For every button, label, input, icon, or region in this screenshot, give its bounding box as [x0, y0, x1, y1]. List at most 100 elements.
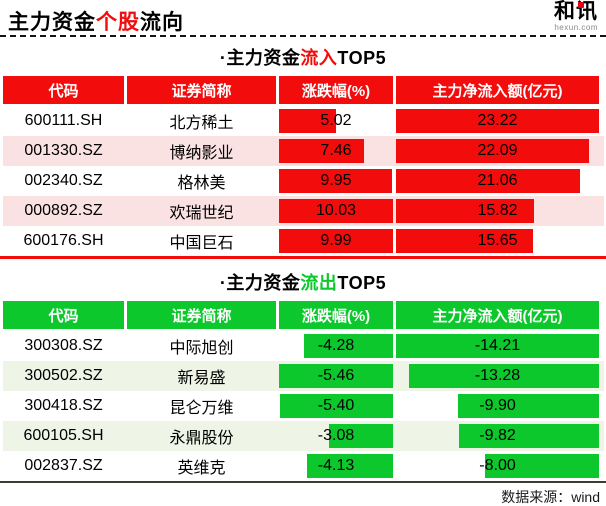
change-percent: 9.95	[279, 166, 393, 196]
stock-code: 300502.SZ	[3, 361, 124, 391]
change-percent: -4.28	[279, 331, 393, 361]
change-percent-label: 9.99	[320, 232, 352, 249]
net-inflow-amount-label: -14.21	[474, 337, 521, 354]
net-inflow-amount: 15.82	[396, 196, 599, 226]
stock-name-label: 昆仑万维	[169, 400, 234, 417]
table-row: 600105.SH 永鼎股份 -3.08 -9.82	[3, 421, 604, 451]
page-title-part3: 流向	[140, 11, 184, 34]
value-bar	[409, 364, 599, 388]
change-percent-label: -5.40	[317, 397, 355, 414]
stock-code: 600111.SH	[3, 106, 124, 136]
table-row: 300308.SZ 中际旭创 -4.28 -14.21	[3, 331, 604, 361]
stock-name-label: 中际旭创	[169, 340, 234, 357]
stock-code: 001330.SZ	[3, 136, 124, 166]
value-bar	[279, 109, 336, 133]
change-percent: 7.46	[279, 136, 393, 166]
column-header: 主力净流入额(亿元)	[396, 301, 599, 329]
table-row: 600176.SH 中国巨石 9.99 15.65	[3, 226, 604, 256]
stock-code-label: 000892.SZ	[24, 202, 103, 219]
change-percent: -3.08	[279, 421, 393, 451]
net-inflow-amount: 21.06	[396, 166, 599, 196]
net-inflow-amount-label: 21.06	[477, 172, 518, 189]
stock-name: 中际旭创	[127, 331, 276, 361]
net-inflow-amount: 22.09	[396, 136, 599, 166]
hexun-logo-dot-icon	[578, 2, 584, 8]
value-bar	[280, 394, 393, 418]
value-bar	[279, 139, 364, 163]
change-percent: -5.46	[279, 361, 393, 391]
stock-name: 格林美	[127, 166, 276, 196]
table-header-row: 代码 证券简称 涨跌幅(%) 主力净流入额(亿元)	[3, 76, 604, 104]
change-percent-label: -3.08	[317, 427, 355, 444]
net-inflow-amount-label: -13.28	[474, 367, 521, 384]
change-percent-label: -5.46	[317, 367, 355, 384]
net-inflow-amount: 15.65	[396, 226, 599, 256]
divider-red	[0, 256, 606, 259]
outflow-title-highlight: 流出	[300, 273, 338, 293]
stock-code-label: 600176.SH	[23, 232, 104, 249]
value-bar	[396, 139, 590, 163]
net-inflow-amount-label: -8.00	[479, 457, 516, 474]
change-percent: -5.40	[279, 391, 393, 421]
net-inflow-amount-label: 22.09	[477, 142, 518, 159]
net-inflow-amount: -8.00	[396, 451, 599, 481]
value-bar	[279, 199, 393, 223]
value-bar	[396, 109, 599, 133]
column-header: 主力净流入额(亿元)	[396, 76, 599, 104]
column-header: 代码	[3, 76, 124, 104]
table-outflow-top5: 代码 证券简称 涨跌幅(%) 主力净流入额(亿元) 300308.SZ 中际旭创 -4.2…	[3, 301, 604, 481]
net-inflow-amount: -14.21	[396, 331, 599, 361]
value-bar	[484, 454, 599, 478]
change-percent: 5.02	[279, 106, 393, 136]
stock-code-label: 300418.SZ	[24, 397, 103, 414]
value-bar	[279, 229, 393, 253]
table-body: 300308.SZ 中际旭创 -4.28 -14.21 300502.SZ 新易盛 -5.4…	[3, 331, 604, 481]
stock-name: 北方稀土	[127, 106, 276, 136]
value-bar	[306, 454, 393, 478]
stock-code-label: 001330.SZ	[24, 142, 103, 159]
stock-name: 新易盛	[127, 361, 276, 391]
net-inflow-amount-label: -9.82	[479, 427, 516, 444]
value-bar	[396, 169, 581, 193]
value-bar	[396, 199, 535, 223]
column-header: 代码	[3, 301, 124, 329]
stock-name: 中国巨石	[127, 226, 276, 256]
stock-code-label: 002837.SZ	[24, 457, 103, 474]
change-percent-label: 7.46	[320, 142, 352, 159]
stock-name-label: 欢瑞世纪	[169, 205, 234, 222]
change-percent: 9.99	[279, 226, 393, 256]
stock-code: 600176.SH	[3, 226, 124, 256]
value-bar	[396, 229, 533, 253]
hexun-logo: 和讯 hexun.com	[554, 1, 598, 33]
change-percent: -4.13	[279, 451, 393, 481]
stock-name: 博纳影业	[127, 136, 276, 166]
table-header-row: 代码 证券简称 涨跌幅(%) 主力净流入额(亿元)	[3, 301, 604, 329]
stock-code: 300308.SZ	[3, 331, 124, 361]
stock-name: 英维克	[127, 451, 276, 481]
net-inflow-amount-label: -9.90	[479, 397, 516, 414]
change-percent-label: 5.02	[320, 112, 352, 129]
stock-name-label: 英维克	[177, 460, 226, 477]
stock-name: 永鼎股份	[127, 421, 276, 451]
value-bar	[396, 334, 599, 358]
page-title-part1: 主力资金	[8, 11, 96, 34]
column-header: 涨跌幅(%)	[279, 301, 393, 329]
stock-code-label: 600111.SH	[24, 112, 103, 129]
stock-code-label: 300308.SZ	[24, 337, 103, 354]
stock-name: 昆仑万维	[127, 391, 276, 421]
value-bar	[303, 334, 393, 358]
table-inflow-top5: 代码 证券简称 涨跌幅(%) 主力净流入额(亿元) 600111.SH 北方稀土 5.02…	[3, 76, 604, 256]
value-bar	[458, 424, 599, 448]
net-inflow-amount: -9.90	[396, 391, 599, 421]
change-percent-label: 10.03	[315, 202, 357, 219]
stock-code: 000892.SZ	[3, 196, 124, 226]
table-row: 600111.SH 北方稀土 5.02 23.22	[3, 106, 604, 136]
stock-code: 600105.SH	[3, 421, 124, 451]
stock-name-label: 博纳影业	[169, 145, 234, 162]
inflow-title-prefix: ·主力资金	[219, 48, 301, 68]
table-row: 002340.SZ 格林美 9.95 21.06	[3, 166, 604, 196]
inflow-title-suffix: TOP5	[337, 48, 387, 68]
table-row: 000892.SZ 欢瑞世纪 10.03 15.82	[3, 196, 604, 226]
column-header: 证券简称	[127, 301, 276, 329]
